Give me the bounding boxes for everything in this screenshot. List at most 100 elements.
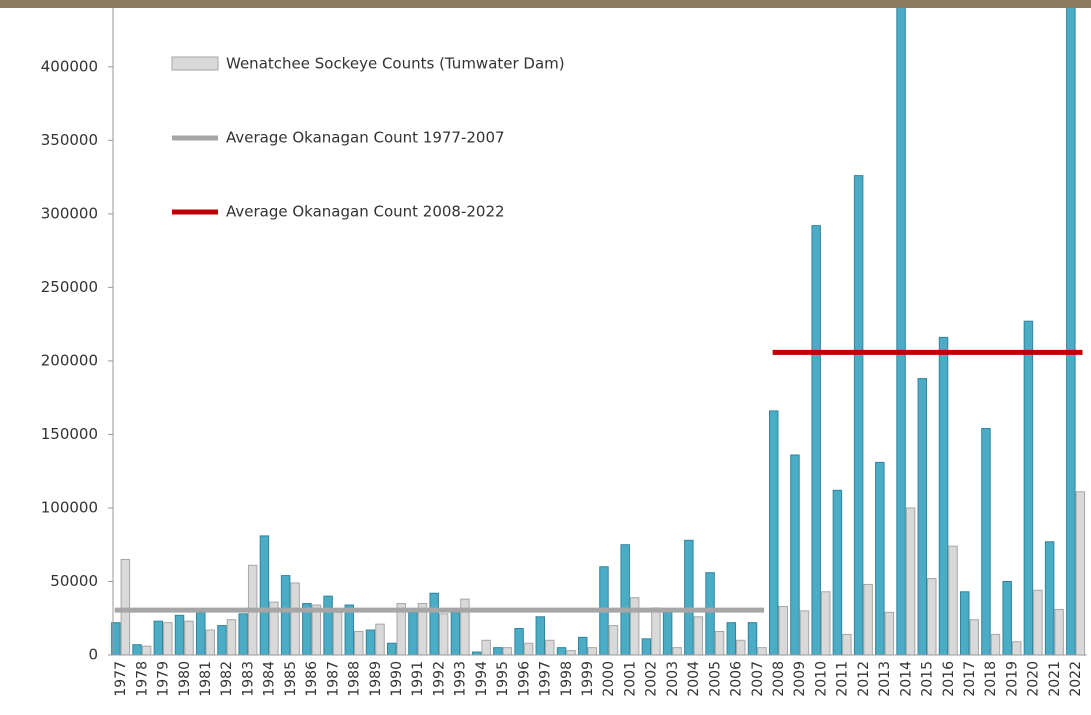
bar: [642, 639, 650, 655]
x-tick-label: 2021: [1047, 661, 1063, 697]
bar: [376, 624, 384, 655]
bar: [928, 579, 936, 655]
bar: [609, 626, 617, 655]
legend-label: Wenatchee Sockeye Counts (Tumwater Dam): [226, 55, 565, 73]
bar: [546, 640, 554, 655]
bar: [154, 621, 162, 655]
bar: [791, 455, 799, 655]
bar: [185, 621, 193, 655]
bar: [239, 614, 247, 655]
bar: [885, 612, 893, 655]
x-tick-label: 1989: [368, 661, 384, 697]
x-tick-label: 1997: [538, 661, 554, 697]
bar: [918, 379, 926, 655]
x-tick-label: 2019: [1004, 661, 1020, 697]
bar: [673, 648, 681, 655]
bar: [812, 226, 820, 655]
bar: [652, 608, 660, 655]
bar: [970, 620, 978, 655]
bar: [843, 634, 851, 655]
x-tick-label: 1984: [262, 661, 278, 697]
x-tick-label: 2007: [750, 661, 766, 697]
bar: [515, 629, 523, 655]
x-tick-label: 2020: [1026, 661, 1042, 697]
x-tick-label: 1991: [410, 661, 426, 697]
x-tick-label: 2013: [877, 661, 893, 697]
bar: [715, 631, 723, 655]
bar: [991, 634, 999, 655]
bar: [939, 337, 947, 655]
bar: [333, 612, 341, 655]
bar: [1024, 321, 1032, 655]
x-tick-label: 2006: [729, 661, 745, 697]
bar: [260, 536, 268, 655]
bar: [706, 573, 714, 655]
bar: [663, 612, 671, 655]
x-tick-label: 2003: [665, 661, 681, 697]
bar: [1045, 542, 1053, 655]
y-tick-label: 250000: [41, 278, 98, 296]
plot-area: [112, 0, 1085, 655]
bar: [1055, 609, 1063, 655]
x-tick-label: 2001: [622, 661, 638, 697]
bar: [1003, 581, 1011, 655]
bar: [630, 598, 638, 655]
bar: [579, 637, 587, 655]
x-tick-label: 1988: [347, 661, 363, 697]
bar: [779, 606, 787, 655]
x-tick-label: 2005: [707, 661, 723, 697]
x-tick-label: 2000: [601, 661, 617, 697]
bar: [439, 614, 447, 655]
bar: [588, 648, 596, 655]
bar: [524, 643, 532, 655]
x-tick-label: 1983: [240, 661, 256, 697]
x-tick-label: 2022: [1068, 661, 1084, 697]
x-tick-label: 1999: [580, 661, 596, 697]
bar: [854, 176, 862, 655]
bar: [494, 648, 502, 655]
x-tick-label: 1995: [495, 661, 511, 697]
x-tick-label: 1980: [177, 661, 193, 697]
x-tick-label: 1985: [283, 661, 299, 697]
bar: [960, 592, 968, 655]
header-photo-strip: [0, 0, 1091, 8]
x-tick-label: 2011: [835, 661, 851, 697]
bar: [949, 546, 957, 655]
x-tick-label: 1981: [198, 661, 214, 697]
bar: [621, 545, 629, 655]
bar: [281, 576, 289, 655]
bar: [175, 615, 183, 655]
x-tick-label: 2016: [941, 661, 957, 697]
bar: [121, 559, 129, 655]
bar: [1067, 0, 1075, 655]
x-tick-label: 1994: [474, 661, 490, 697]
bar: [451, 612, 459, 655]
x-tick-label: 2015: [920, 661, 936, 697]
bar: [291, 583, 299, 655]
x-tick-label: 1996: [516, 661, 532, 697]
bar: [324, 596, 332, 655]
x-tick-label: 1979: [156, 661, 172, 697]
bar: [1034, 590, 1042, 655]
bar: [769, 411, 777, 655]
bar: [503, 648, 511, 655]
y-tick-label: 0: [88, 646, 98, 664]
x-tick-label: 2009: [792, 661, 808, 697]
y-tick-label: 350000: [41, 131, 98, 149]
x-tick-label: 1998: [559, 661, 575, 697]
y-tick-label: 400000: [41, 57, 98, 75]
y-tick-label: 200000: [41, 351, 98, 369]
x-tick-label: 1982: [219, 661, 235, 697]
bar: [833, 490, 841, 655]
x-tick-label: 2008: [771, 661, 787, 697]
bar: [1076, 492, 1084, 655]
bar: [748, 623, 756, 655]
bar: [461, 599, 469, 655]
bar: [355, 631, 363, 655]
bar: [388, 643, 396, 655]
bar: [821, 592, 829, 655]
bar: [982, 429, 990, 655]
x-tick-label: 2014: [898, 661, 914, 697]
bar: [227, 620, 235, 655]
bar: [758, 648, 766, 655]
